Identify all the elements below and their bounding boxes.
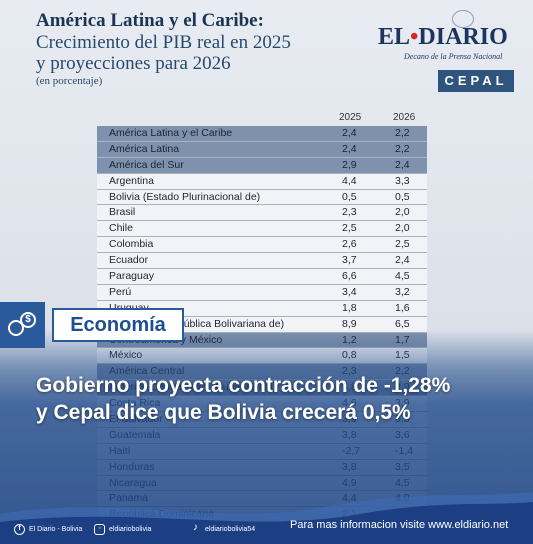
row-country: Chile: [109, 222, 133, 235]
table-row: Ecuador 3,7 2,4: [97, 253, 427, 270]
row-value-2026: 6,5: [395, 317, 410, 330]
row-country: Perú: [109, 285, 132, 298]
row-value-2025: 2,9: [342, 158, 357, 171]
headline-line-1: Gobierno proyecta contracción de -1,28%: [36, 374, 451, 397]
row-value-2026: 4,5: [395, 270, 410, 283]
row-country: América Latina: [109, 142, 180, 155]
table-row: Perú 3,4 3,2: [97, 284, 427, 301]
logo-tagline: Decano de la Prensa Nacional: [404, 52, 503, 61]
instagram-handle: eldiariobolivia: [109, 526, 152, 533]
row-country: Argentina: [109, 174, 154, 187]
row-value-2025: 4,4: [342, 174, 357, 187]
row-value-2025: 2,3: [342, 206, 357, 219]
eldiario-logo: EL•DIARIO Decano de la Prensa Nacional: [378, 10, 526, 100]
header-unit: (en porcentaje): [36, 75, 103, 87]
row-country: Bolivia (Estado Plurinacional de): [109, 190, 261, 203]
headline: Gobierno proyecta contracción de -1,28% …: [36, 372, 506, 426]
row-value-2026: 2,0: [395, 222, 410, 235]
table-row: América Latina y el Caribe 2,4 2,2: [97, 126, 427, 142]
coin-dollar-shape: $: [20, 312, 36, 328]
table-row: América Latina 2,4 2,2: [97, 141, 427, 158]
row-value-2025: 2,6: [342, 238, 357, 251]
table-row: Brasil 2,3 2,0: [97, 205, 427, 222]
facebook-icon: f: [14, 524, 25, 535]
tiktok-link[interactable]: ♪ eldiariobolivia54: [190, 522, 256, 535]
row-value-2026: 3,2: [395, 285, 410, 298]
row-value-2026: 2,4: [395, 158, 410, 171]
row-value-2026: 3,3: [395, 174, 410, 187]
logo-part-1: EL: [378, 24, 411, 50]
table-row: Paraguay 6,6 4,5: [97, 269, 427, 285]
row-value-2026: 1,6: [395, 301, 410, 314]
header-subtitle-2: y proyecciones para 2026: [36, 53, 231, 74]
coin-shape: [8, 320, 24, 336]
row-value-2026: 0,5: [395, 190, 410, 203]
col-2026-header: 2026: [393, 112, 416, 123]
footer-wave: [0, 492, 533, 544]
logo-part-2: DIARIO: [418, 24, 508, 50]
tiktok-icon: ♪: [193, 522, 198, 533]
row-value-2026: 2,2: [395, 127, 410, 139]
table-row: Colombia 2,6 2,5: [97, 237, 427, 254]
section-label: Economía: [52, 308, 184, 342]
row-value-2025: 8,9: [342, 317, 357, 330]
more-info-link[interactable]: Para mas informacion visite www.eldiario…: [290, 519, 509, 531]
header-subtitle-1: Crecimiento del PIB real en 2025: [36, 32, 291, 53]
facebook-handle: El Diario - Bolivia: [29, 526, 83, 533]
row-value-2026: 2,5: [395, 238, 410, 251]
headline-line-2: y Cepal dice que Bolivia crecerá 0,5%: [36, 401, 411, 424]
row-country: Paraguay: [109, 270, 154, 283]
chart-header: América Latina y el Caribe: Crecimiento …: [36, 10, 291, 87]
col-2025-header: 2025: [339, 112, 362, 123]
table-row: Argentina 4,4 3,3: [97, 173, 427, 190]
row-value-2025: 3,7: [342, 254, 357, 267]
row-value-2025: 6,6: [342, 270, 357, 283]
table-row: Chile 2,5 2,0: [97, 221, 427, 238]
row-value-2026: 2,4: [395, 254, 410, 267]
instagram-icon: ◦: [94, 524, 105, 535]
row-value-2026: 2,2: [395, 142, 410, 155]
row-value-2025: 2,5: [342, 222, 357, 235]
row-value-2025: 2,4: [342, 127, 357, 139]
section-banner: $ Economía: [0, 302, 533, 348]
facebook-link[interactable]: f El Diario - Bolivia: [14, 524, 82, 535]
row-value-2025: 2,4: [342, 142, 357, 155]
logo-text: EL•DIARIO: [378, 24, 508, 51]
row-value-2025: 0,5: [342, 190, 357, 203]
row-value-2025: 1,8: [342, 301, 357, 314]
instagram-link[interactable]: ◦ eldiariobolivia: [94, 524, 151, 535]
tiktok-handle: eldiariobolivia54: [205, 526, 256, 533]
row-country: América del Sur: [109, 158, 184, 171]
logo-flag-mark: •: [410, 24, 419, 50]
coins-icon: $: [0, 302, 45, 348]
row-value-2026: 2,0: [395, 206, 410, 219]
row-country: América Latina y el Caribe: [109, 127, 233, 139]
header-title: América Latina y el Caribe:: [36, 10, 264, 31]
row-country: Ecuador: [109, 254, 149, 267]
row-country: Brasil: [109, 206, 136, 219]
row-country: Colombia: [109, 238, 154, 251]
table-row: Bolivia (Estado Plurinacional de) 0,5 0,5: [97, 189, 427, 206]
table-row: América del Sur 2,9 2,4: [97, 157, 427, 174]
cepal-logo: CEPAL: [438, 70, 514, 92]
table-header: 2025 2026: [97, 110, 427, 126]
row-value-2025: 3,4: [342, 285, 357, 298]
un-emblem-icon: [452, 10, 474, 28]
